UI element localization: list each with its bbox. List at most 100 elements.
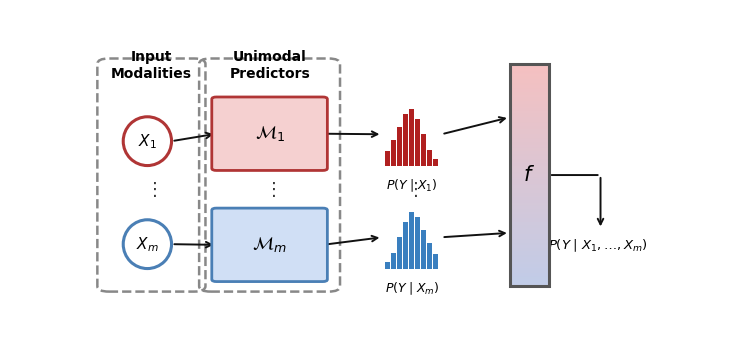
Bar xyxy=(510,110,549,111)
Bar xyxy=(510,270,549,271)
Text: $\vdots$: $\vdots$ xyxy=(406,181,418,200)
Bar xyxy=(510,168,549,169)
Bar xyxy=(510,257,549,258)
FancyBboxPatch shape xyxy=(211,97,327,170)
Bar xyxy=(510,221,549,222)
Bar xyxy=(510,230,549,231)
Bar xyxy=(510,188,549,190)
Bar xyxy=(510,178,549,180)
Bar xyxy=(510,282,549,283)
Bar xyxy=(397,237,402,269)
Bar xyxy=(510,271,549,273)
Bar xyxy=(510,181,549,182)
Bar xyxy=(510,263,549,264)
Bar xyxy=(510,90,549,92)
Bar xyxy=(510,137,549,138)
Bar xyxy=(510,147,549,149)
Bar xyxy=(510,160,549,162)
Bar xyxy=(510,236,549,237)
Bar xyxy=(427,150,433,165)
Text: $\mathcal{M}_1$: $\mathcal{M}_1$ xyxy=(255,124,285,143)
Bar xyxy=(510,196,549,197)
Bar xyxy=(510,224,549,225)
Text: Input
Modalities: Input Modalities xyxy=(111,50,192,81)
Bar xyxy=(510,149,549,150)
Text: $P(Y \mid X_m)$: $P(Y \mid X_m)$ xyxy=(384,281,439,297)
Bar xyxy=(510,143,549,144)
Bar xyxy=(510,197,549,199)
Bar xyxy=(510,283,549,285)
Bar xyxy=(510,65,549,67)
Bar xyxy=(384,151,390,165)
Bar xyxy=(510,138,549,139)
Bar xyxy=(510,193,549,194)
Bar xyxy=(510,98,549,100)
Bar xyxy=(510,85,549,86)
Bar xyxy=(403,114,408,165)
Bar xyxy=(510,252,549,253)
Bar xyxy=(510,120,549,122)
Bar xyxy=(510,133,549,135)
Bar xyxy=(510,132,549,133)
Bar xyxy=(510,208,549,209)
Bar xyxy=(510,131,549,132)
Bar xyxy=(510,205,549,206)
Bar xyxy=(510,67,549,68)
Bar xyxy=(510,210,549,212)
Bar xyxy=(510,239,549,240)
Bar xyxy=(510,268,549,270)
Bar xyxy=(510,180,549,181)
Ellipse shape xyxy=(123,220,171,269)
Bar xyxy=(433,254,439,269)
Bar xyxy=(510,100,549,101)
Bar xyxy=(510,225,549,227)
Bar xyxy=(510,153,549,154)
Bar xyxy=(510,190,549,191)
Bar xyxy=(510,92,549,94)
Bar xyxy=(510,64,549,286)
Bar xyxy=(510,156,549,157)
Bar xyxy=(510,68,549,70)
Bar xyxy=(510,187,549,188)
Bar xyxy=(510,258,549,259)
Bar xyxy=(510,113,549,114)
Bar xyxy=(510,243,549,245)
Bar xyxy=(510,264,549,265)
Bar xyxy=(510,285,549,286)
Bar xyxy=(510,139,549,141)
Bar xyxy=(510,216,549,218)
Bar xyxy=(510,231,549,233)
Bar xyxy=(510,144,549,145)
Bar xyxy=(510,273,549,274)
Bar xyxy=(510,76,549,77)
Text: $\vdots$: $\vdots$ xyxy=(264,181,276,200)
Bar xyxy=(510,203,549,205)
Bar xyxy=(510,191,549,193)
Bar xyxy=(510,86,549,88)
Text: $\vdots$: $\vdots$ xyxy=(145,181,157,200)
Bar xyxy=(403,222,408,269)
Bar xyxy=(510,70,549,71)
Bar xyxy=(510,277,549,279)
Bar xyxy=(510,177,549,178)
Bar xyxy=(510,145,549,147)
Bar xyxy=(384,262,390,269)
Bar xyxy=(510,234,549,236)
Bar xyxy=(510,261,549,263)
Bar xyxy=(510,102,549,104)
Bar xyxy=(510,83,549,85)
Bar xyxy=(510,94,549,95)
Bar xyxy=(510,218,549,220)
Bar xyxy=(510,172,549,174)
Text: $P(Y \mid X_1)$: $P(Y \mid X_1)$ xyxy=(386,178,438,194)
Bar xyxy=(510,64,549,65)
Bar xyxy=(427,243,433,269)
Bar xyxy=(510,129,549,131)
Bar xyxy=(510,222,549,224)
Bar xyxy=(510,174,549,175)
Bar xyxy=(510,184,549,186)
Text: Unimodal
Predictors: Unimodal Predictors xyxy=(229,50,310,81)
Bar xyxy=(510,119,549,120)
Bar xyxy=(510,245,549,246)
Bar xyxy=(510,157,549,159)
